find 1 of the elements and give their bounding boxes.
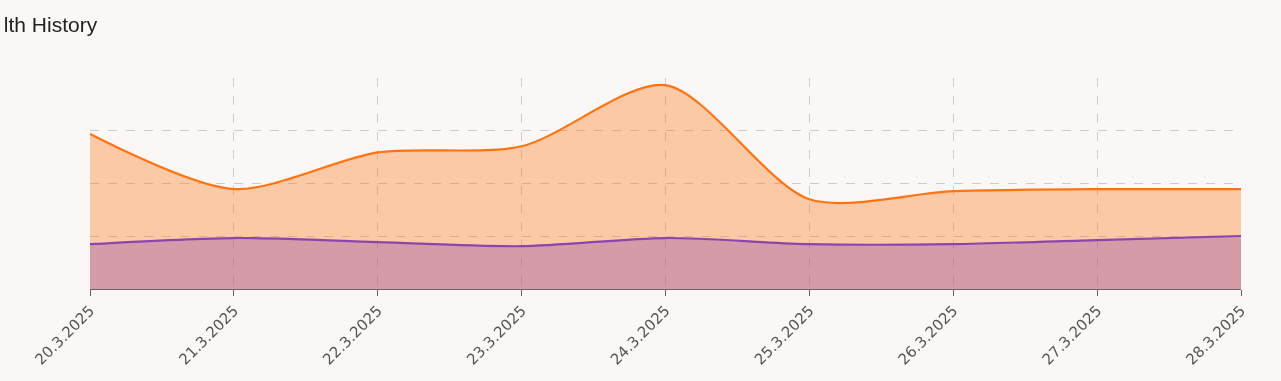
chart-title: lth History: [3, 12, 98, 36]
